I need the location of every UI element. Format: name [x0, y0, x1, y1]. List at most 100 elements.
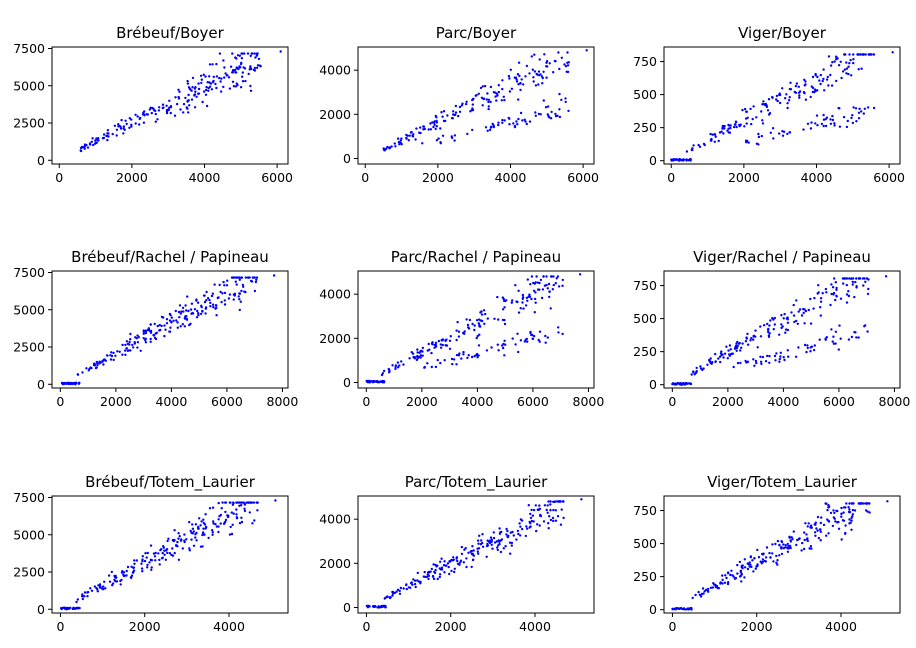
y-tick-label: 2500	[13, 116, 45, 131]
x-tick-label: 2000	[728, 170, 760, 185]
data-point	[366, 380, 369, 384]
data-point	[478, 333, 481, 336]
data-point	[451, 362, 454, 366]
x-tick-label: 6000	[823, 394, 855, 409]
data-point	[202, 73, 205, 77]
data-point	[847, 72, 850, 76]
data-point	[246, 52, 250, 55]
data-point	[863, 277, 866, 280]
data-point	[173, 551, 176, 555]
data-point	[714, 135, 717, 138]
data-point	[207, 89, 210, 93]
data-point	[851, 513, 855, 516]
data-point	[243, 67, 247, 70]
data-point	[503, 354, 506, 357]
data-point	[784, 546, 787, 549]
data-point	[440, 568, 444, 571]
data-point	[496, 546, 499, 549]
data-point	[142, 337, 145, 340]
data-point	[750, 337, 753, 340]
y-tick-label: 5000	[13, 302, 45, 317]
data-point	[163, 549, 166, 552]
data-point	[197, 82, 200, 85]
data-point	[544, 106, 548, 109]
data-point	[832, 509, 835, 512]
x-tick-label: 8000	[879, 394, 911, 409]
data-point	[497, 121, 500, 124]
data-point	[833, 122, 836, 125]
data-point	[144, 331, 148, 335]
data-point	[226, 515, 230, 519]
data-point	[249, 279, 253, 283]
data-point	[741, 108, 744, 112]
data-point	[450, 357, 454, 361]
data-point	[445, 344, 449, 347]
data-point	[214, 304, 218, 307]
data-point	[557, 285, 561, 288]
data-point	[803, 78, 806, 82]
data-point	[725, 576, 728, 580]
x-tick-label: 6000	[567, 170, 599, 185]
data-point	[532, 80, 535, 83]
data-point	[781, 325, 784, 328]
data-point	[562, 516, 565, 520]
data-point	[249, 89, 253, 93]
data-point	[214, 82, 217, 86]
data-point	[534, 84, 538, 87]
data-point	[503, 306, 506, 309]
data-point	[396, 366, 400, 369]
data-point	[191, 527, 195, 530]
data-point	[561, 332, 564, 336]
data-point	[797, 310, 800, 313]
data-point	[558, 92, 561, 96]
data-point	[735, 125, 738, 129]
data-point	[819, 300, 823, 303]
data-point	[192, 544, 196, 547]
data-point	[787, 355, 790, 358]
data-point	[501, 308, 505, 311]
data-point	[149, 544, 153, 547]
data-point	[785, 317, 788, 320]
data-point	[844, 532, 847, 535]
data-point	[764, 556, 768, 559]
data-point	[548, 290, 551, 293]
data-point	[837, 63, 841, 67]
data-point	[757, 143, 760, 146]
data-point	[743, 558, 746, 561]
data-point	[847, 338, 851, 341]
data-point	[752, 334, 755, 337]
data-point	[65, 382, 68, 386]
y-tick-label: 2000	[319, 107, 351, 122]
data-point	[238, 54, 242, 57]
data-point	[211, 529, 214, 532]
data-point	[109, 354, 112, 357]
data-point	[211, 63, 214, 66]
data-point	[549, 509, 552, 512]
data-point	[692, 371, 695, 374]
data-point	[789, 540, 792, 543]
data-point	[845, 301, 849, 304]
data-point	[443, 359, 446, 362]
data-point	[761, 119, 764, 122]
data-point	[105, 134, 109, 138]
data-point	[200, 78, 203, 81]
data-point	[751, 559, 754, 562]
data-point	[460, 545, 464, 549]
data-point	[786, 106, 789, 110]
data-point	[433, 571, 437, 575]
data-point	[125, 340, 129, 343]
data-point	[819, 530, 822, 533]
data-point	[228, 293, 232, 296]
data-point	[759, 360, 763, 363]
data-point	[502, 95, 505, 99]
data-point	[732, 575, 735, 578]
data-point	[816, 292, 819, 295]
data-point	[497, 84, 500, 87]
data-point	[238, 298, 241, 301]
data-point	[119, 583, 122, 586]
data-point	[831, 114, 834, 118]
y-tick-label: 5000	[13, 527, 45, 542]
data-point	[866, 106, 870, 109]
data-point	[723, 581, 727, 584]
data-point	[177, 537, 180, 540]
